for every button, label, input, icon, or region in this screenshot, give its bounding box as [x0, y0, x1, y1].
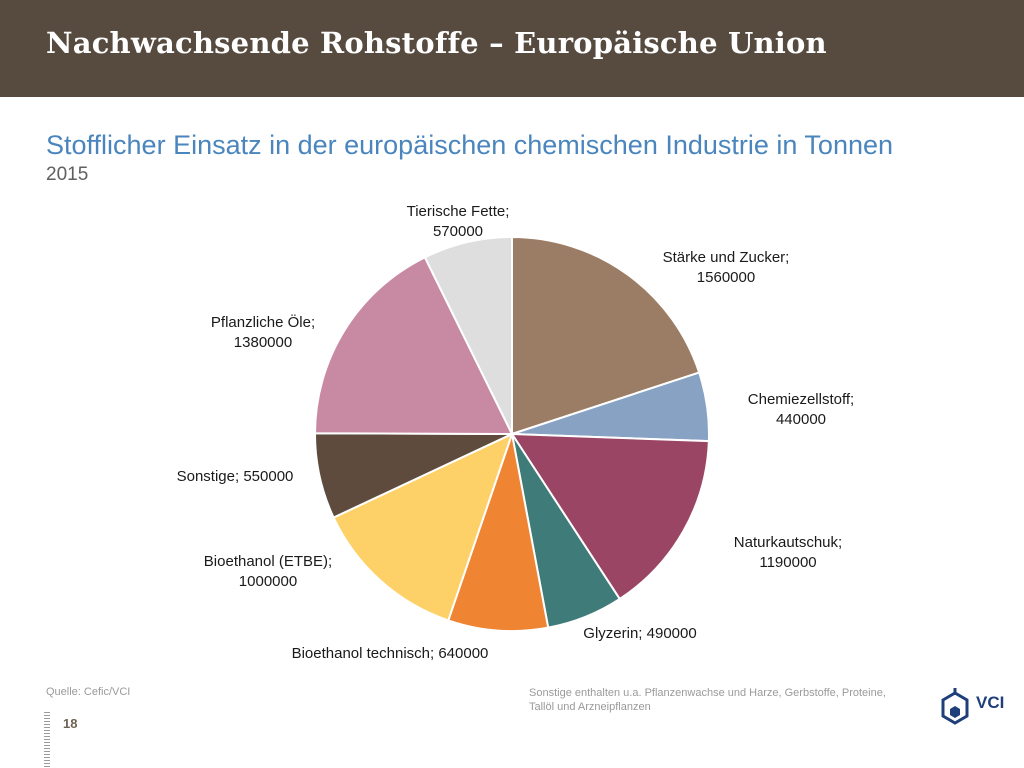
pie-slice-bioethanol-etbe-	[332, 432, 514, 622]
data-label: Glyzerin; 490000	[583, 625, 696, 642]
data-label: Pflanzliche Öle; 1380000	[211, 313, 315, 351]
pie-slice-pflanzliche-öle	[313, 255, 514, 436]
vci-logo-text: VCI	[976, 693, 1004, 712]
pie-slices	[313, 235, 710, 632]
pie-labels: Stärke und Zucker; 1560000 Chemiezellstoff…	[177, 203, 855, 662]
page-number: 18	[63, 716, 78, 731]
pie-slice-naturkautschuk	[510, 432, 710, 601]
data-label: Bioethanol (ETBE); 1000000	[204, 553, 332, 590]
pie-slice-bioethanol-technisch	[447, 430, 550, 632]
chart-year: 2015	[46, 164, 89, 185]
vci-logo: VCI	[941, 688, 1004, 725]
source-note: Quelle: Cefic/VCI	[46, 686, 131, 698]
data-label: Bioethanol technisch; 640000	[292, 645, 489, 662]
page-title: Nachwachsende Rohstoffe – Europäische Un…	[46, 26, 827, 60]
chart-subtitle: Stofflicher Einsatz in der europäischen …	[46, 130, 894, 160]
footnote: Sonstige enthalten u.a. Pflanzenwachse u…	[529, 687, 886, 713]
pie-slice-stärke-und-zucker	[511, 235, 701, 436]
pie-slice-tierische-fette	[423, 235, 513, 435]
header-bar: Nachwachsende Rohstoffe – Europäische Un…	[0, 0, 1024, 97]
dotted-divider	[44, 712, 50, 768]
data-label: Sonstige; 550000	[177, 468, 294, 485]
vci-logo-icon	[941, 688, 969, 725]
data-label: Tierische Fette; 570000	[407, 203, 510, 240]
data-label: Stärke und Zucker; 1560000	[663, 249, 790, 286]
data-label: Chemiezellstoff; 440000	[748, 391, 854, 428]
data-label: Naturkautschuk; 1190000	[734, 534, 842, 571]
